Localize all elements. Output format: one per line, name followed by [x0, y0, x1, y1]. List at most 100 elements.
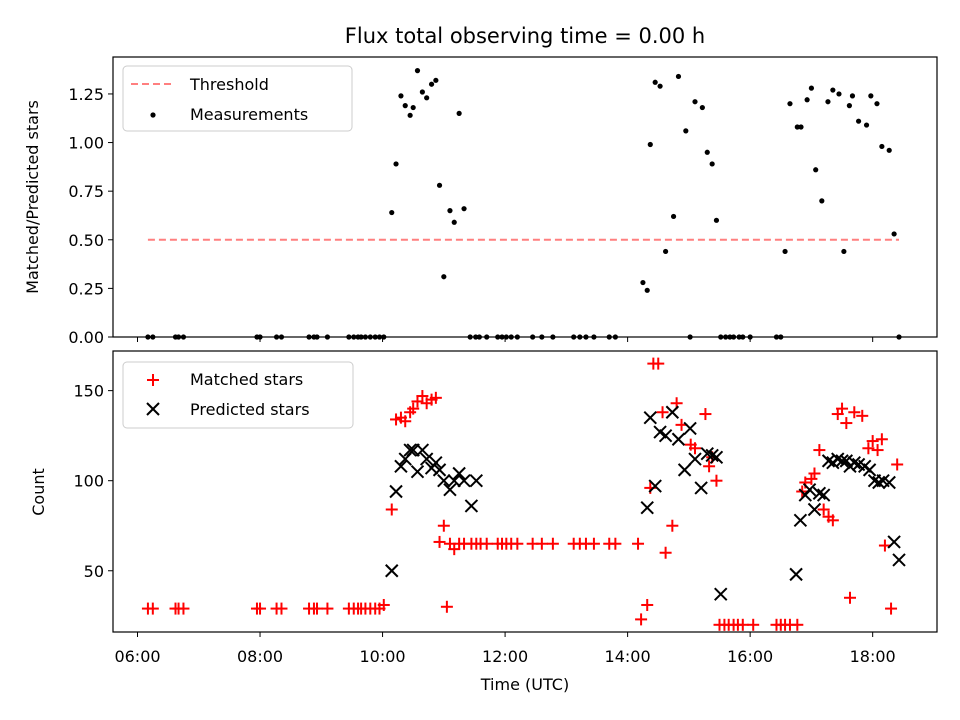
- matched-point: [875, 433, 888, 446]
- bottom-plot-frame: [112, 350, 938, 633]
- bottom-x-tick-label: 18:00: [850, 647, 896, 666]
- measurement-point: [798, 124, 804, 130]
- measurement-point: [846, 103, 852, 109]
- bottom-y-ticks: 50 100 150: [73, 382, 113, 581]
- top-plot-frame: [112, 56, 938, 338]
- matched-point: [736, 618, 749, 631]
- matched-point: [399, 415, 412, 428]
- matched-point: [703, 460, 716, 473]
- measurement-point: [652, 79, 658, 85]
- predicted-point: [807, 502, 822, 517]
- predicted-point: [694, 481, 708, 495]
- bottom-x-axis-label: Time (UTC): [480, 675, 569, 694]
- measurement-point: [419, 89, 425, 95]
- measurement-point: [825, 99, 831, 105]
- measurement-point: [389, 209, 395, 216]
- matched-point: [635, 613, 648, 626]
- matched-point: [535, 537, 548, 550]
- matched-point: [710, 474, 723, 487]
- predicted-point: [648, 479, 662, 493]
- measurement-point: [699, 104, 705, 111]
- matched-point: [878, 539, 891, 552]
- measurement-point: [804, 97, 810, 103]
- matched-point: [416, 390, 429, 403]
- predicted-point: [789, 567, 803, 582]
- measurement-point: [414, 68, 421, 74]
- matched-point: [587, 537, 600, 550]
- matched-point: [862, 442, 875, 455]
- matched-point: [632, 537, 645, 550]
- matched-point: [808, 467, 821, 480]
- bottom-y-tick-label: 100: [73, 472, 104, 491]
- matched-point: [407, 402, 420, 415]
- predicted-point: [688, 452, 702, 466]
- predicted-point: [802, 482, 817, 497]
- measurement-point: [849, 93, 856, 99]
- measurement-point: [819, 198, 825, 204]
- bottom-panel: Count Time (UTC) 50 100 150 06:00 08:00 10:0…: [29, 350, 938, 694]
- predicted-point: [671, 432, 686, 446]
- predicted-point: [410, 464, 425, 479]
- matched-point: [844, 591, 857, 604]
- matched-point: [747, 618, 760, 631]
- matched-point: [275, 602, 288, 615]
- measurement-point: [428, 81, 435, 87]
- measurement-point: [683, 128, 689, 134]
- predicted-point: [447, 473, 461, 488]
- predicted-point: [385, 564, 399, 578]
- measurement-point: [644, 287, 650, 293]
- measurement-point: [830, 87, 836, 93]
- predicted-point: [394, 459, 408, 473]
- measurement-point: [393, 161, 399, 167]
- predicted-point: [677, 463, 692, 477]
- measurement-point: [855, 118, 862, 124]
- predicted-point: [683, 421, 697, 436]
- measurement-point: [441, 274, 447, 280]
- measurement-point: [451, 219, 457, 225]
- matched-point: [659, 546, 672, 559]
- measurement-point: [407, 112, 413, 118]
- predicted-point: [872, 475, 886, 490]
- measurement-point: [868, 93, 874, 99]
- measurement-point: [713, 217, 720, 223]
- matched-point: [840, 417, 853, 430]
- matched-point: [321, 602, 334, 615]
- bottom-x-ticks: 06:00 08:00 10:00 12:00 14:00 16:00 18:00: [114, 632, 896, 666]
- top-y-ticks: 0.00 0.25 0.50 0.75 1.00 1.25: [68, 85, 113, 347]
- top-plot-marks: [145, 68, 902, 340]
- predicted-point: [714, 587, 728, 601]
- matched-point: [791, 618, 804, 631]
- predicted-point: [419, 452, 434, 466]
- top-y-tick-label: 0.00: [68, 328, 104, 347]
- predicted-point: [415, 443, 430, 457]
- matched-point: [871, 444, 884, 457]
- measurement-point: [874, 101, 880, 107]
- matched-point: [377, 598, 390, 611]
- matched-point: [689, 442, 702, 455]
- matched-point: [817, 503, 830, 516]
- measurement-point: [813, 167, 819, 173]
- predicted-point: [437, 473, 451, 488]
- measurement-point: [891, 231, 897, 237]
- measurement-point: [670, 213, 677, 220]
- measurement-point: [841, 248, 847, 255]
- top-y-tick-label: 0.75: [68, 182, 104, 201]
- predicted-point: [709, 450, 724, 464]
- legend-matched-swatch: [147, 374, 159, 386]
- matched-point: [146, 602, 159, 615]
- predicted-point: [705, 448, 719, 463]
- predicted-point: [443, 482, 457, 497]
- matched-point: [433, 535, 446, 548]
- predicted-point: [640, 501, 654, 515]
- predicted-point: [643, 410, 657, 425]
- predicted-point: [882, 475, 896, 490]
- bottom-x-tick-label: 12:00: [482, 647, 528, 666]
- matched-point: [836, 402, 849, 415]
- measurement-point: [879, 143, 885, 150]
- matched-point: [480, 537, 493, 550]
- bottom-x-tick-label: 16:00: [727, 647, 773, 666]
- predicted-point: [892, 553, 906, 567]
- bottom-plot-marks: [141, 357, 906, 631]
- bottom-x-tick-label: 10:00: [360, 647, 406, 666]
